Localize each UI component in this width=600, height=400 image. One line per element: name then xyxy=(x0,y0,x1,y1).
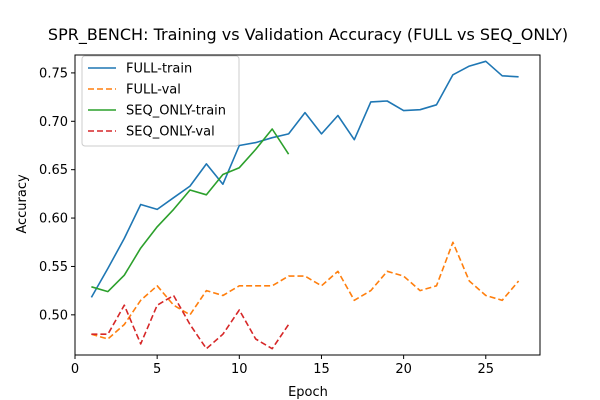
legend: FULL-train FULL-val SEQ_ONLY-train SEQ_ONLY… xyxy=(81,55,240,147)
chart-title: SPR_BENCH: Training vs Validation Accura… xyxy=(48,25,568,45)
x-axis-label: Epoch xyxy=(288,385,328,400)
x-axis: 0 5 10 15 20 25 xyxy=(71,355,494,377)
x-tick-label: 0 xyxy=(71,362,79,377)
legend-label: SEQ_ONLY-val xyxy=(126,125,215,140)
legend-label: SEQ_ONLY-train xyxy=(126,104,226,119)
x-tick-label: 25 xyxy=(478,362,495,377)
x-tick-label: 15 xyxy=(313,362,330,377)
y-tick-label: 0.65 xyxy=(39,163,68,178)
y-tick-label: 0.50 xyxy=(39,308,68,323)
x-tick-label: 5 xyxy=(153,362,161,377)
y-tick-label: 0.70 xyxy=(39,115,68,130)
x-tick-label: 10 xyxy=(231,362,248,377)
y-tick-label: 0.75 xyxy=(39,66,68,81)
series-line-seq-only-train xyxy=(91,128,290,293)
series-line-full-train xyxy=(90,60,519,298)
plot-area xyxy=(74,54,541,356)
y-tick-label: 0.55 xyxy=(39,260,68,275)
legend-label: FULL-val xyxy=(126,83,181,98)
plot-frame xyxy=(74,54,541,356)
legend-box xyxy=(81,55,240,147)
y-axis: 0.50 0.55 0.60 0.65 0.70 0.75 xyxy=(39,66,75,323)
x-tick-label: 20 xyxy=(395,362,412,377)
series-line-seq-only-val xyxy=(91,294,290,350)
series-line-full-val xyxy=(91,241,520,340)
series-layer xyxy=(90,60,520,350)
y-tick-label: 0.60 xyxy=(39,212,68,227)
y-axis-label: Accuracy xyxy=(15,174,30,234)
legend-label: FULL-train xyxy=(126,62,192,77)
